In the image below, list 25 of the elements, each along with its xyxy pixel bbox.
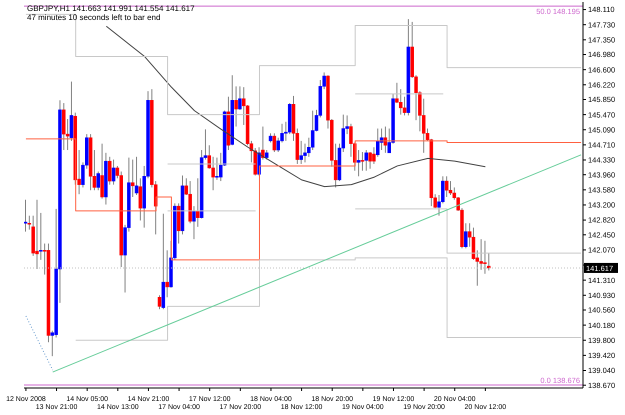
- candlestick: [215, 157, 219, 180]
- line-series: [106, 26, 486, 188]
- candlestick: [360, 152, 364, 172]
- candlestick: [130, 159, 134, 198]
- candlestick: [165, 250, 169, 298]
- candlestick: [272, 132, 276, 153]
- candlestick: [112, 159, 116, 186]
- candlestick: [35, 199, 39, 270]
- candlestick: [108, 156, 112, 186]
- candlestick: [234, 86, 238, 128]
- candlestick: [100, 143, 104, 200]
- candlestick: [264, 150, 268, 160]
- candlestick: [211, 156, 215, 191]
- candlestick: [196, 178, 200, 228]
- candlestick: [464, 222, 468, 249]
- candlestick: [268, 132, 272, 143]
- chart-title: GBPJPY,H1 141.663 141.991 141.554 141.617: [27, 4, 195, 13]
- text: 47 minutes 10 seconds left to bar end: [27, 13, 162, 22]
- candlestick: [24, 199, 28, 232]
- candlestick: [158, 294, 162, 310]
- candlestick: [364, 150, 368, 172]
- candlestick: [356, 150, 360, 177]
- candlestick: [444, 176, 448, 198]
- candlestick: [299, 140, 303, 164]
- candlestick: [483, 240, 487, 274]
